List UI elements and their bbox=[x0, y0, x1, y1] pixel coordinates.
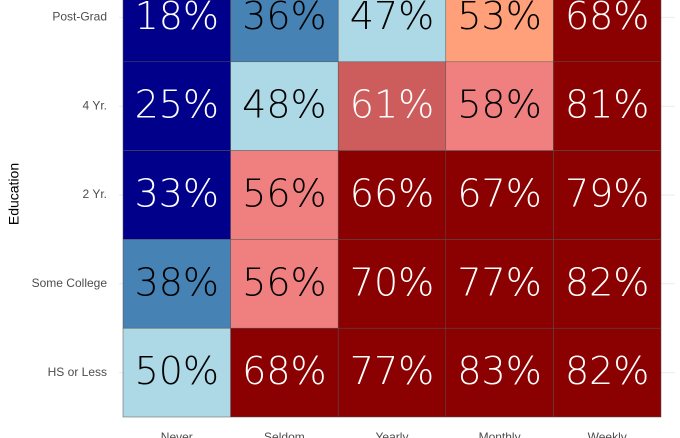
cell-label: 38% bbox=[135, 260, 219, 304]
heatmap-cell bbox=[553, 239, 662, 329]
cell-label: 77% bbox=[350, 349, 434, 393]
cell-label: 56% bbox=[242, 172, 326, 216]
y-tick-label: 2 Yr. bbox=[83, 187, 107, 201]
heatmap-cell bbox=[122, 61, 231, 151]
heatmap-cell bbox=[553, 61, 662, 151]
cell-label: 56% bbox=[242, 260, 326, 304]
cell-label: 61% bbox=[350, 83, 434, 127]
cell-label: 50% bbox=[135, 349, 219, 393]
heatmap-cell bbox=[445, 0, 554, 63]
cell-label: 82% bbox=[565, 260, 649, 304]
heatmap-cell bbox=[445, 150, 554, 240]
y-axis-label: Education bbox=[6, 163, 22, 225]
x-tick-label: Seldom bbox=[264, 430, 305, 438]
heatmap-cell bbox=[122, 327, 231, 418]
heatmap-cell bbox=[122, 0, 231, 63]
cell-label: 68% bbox=[242, 349, 326, 393]
cell-label: 33% bbox=[135, 172, 219, 216]
cell-label: 77% bbox=[457, 260, 541, 304]
heatmap-cell bbox=[230, 150, 339, 240]
heatmap-cell bbox=[445, 239, 554, 329]
heatmap-cell bbox=[230, 327, 339, 418]
x-tick-label: Monthly bbox=[479, 430, 521, 438]
cell-label: 48% bbox=[242, 83, 326, 127]
x-tick-label: Never bbox=[161, 430, 193, 438]
cell-label: 82% bbox=[565, 349, 649, 393]
y-tick-label: Some College bbox=[32, 276, 108, 290]
cell-label: 18% bbox=[135, 0, 219, 38]
heatmap-cell bbox=[337, 239, 447, 329]
heatmap-cell bbox=[445, 61, 554, 151]
heatmap-cell bbox=[230, 61, 339, 151]
heatmap-cell bbox=[553, 327, 662, 418]
cell-label: 70% bbox=[350, 260, 434, 304]
heatmap-cell bbox=[553, 150, 662, 240]
y-tick-label: Post-Grad bbox=[52, 10, 107, 24]
cell-label: 66% bbox=[350, 172, 434, 216]
cell-label: 53% bbox=[457, 0, 541, 38]
cell-label: 79% bbox=[565, 172, 649, 216]
x-tick-label: Yearly bbox=[376, 430, 409, 438]
heatmap-cell bbox=[122, 239, 231, 329]
heatmap-cell bbox=[230, 239, 339, 329]
cell-label: 67% bbox=[457, 172, 541, 216]
cell-label: 81% bbox=[565, 83, 649, 127]
y-tick-label: HS or Less bbox=[48, 365, 107, 379]
cell-label: 58% bbox=[457, 83, 541, 127]
y-tick-label: 4 Yr. bbox=[83, 98, 107, 112]
x-tick-label: Weekly bbox=[588, 430, 627, 438]
heatmap-cell bbox=[553, 0, 662, 63]
heatmap-cell bbox=[337, 150, 447, 240]
heatmap-cell bbox=[122, 150, 231, 240]
heatmap-cell bbox=[445, 327, 554, 418]
heatmap-cell bbox=[337, 0, 447, 63]
cell-label: 36% bbox=[242, 0, 326, 38]
cell-label: 68% bbox=[565, 0, 649, 38]
cell-label: 47% bbox=[350, 0, 434, 38]
cell-label: 83% bbox=[457, 349, 541, 393]
cell-label: 25% bbox=[135, 83, 219, 127]
heatmap-cell bbox=[337, 327, 447, 418]
